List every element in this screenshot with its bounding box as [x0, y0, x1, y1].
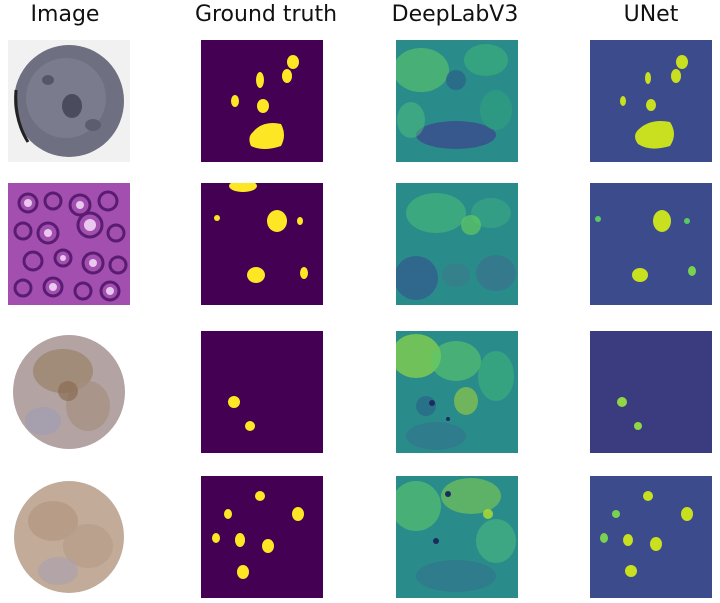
- column-title-ground-truth: Ground truth: [194, 2, 338, 27]
- unet-prediction-row-1: [590, 40, 712, 162]
- image-tile-row-3: [8, 331, 130, 453]
- ground-truth-mask-row-1: [201, 40, 323, 162]
- ground-truth-mask-row-3: [201, 331, 323, 453]
- column-title-deeplabv3: DeepLabV3: [391, 2, 519, 27]
- unet-prediction-row-3: [590, 331, 712, 453]
- unet-prediction-row-4: [590, 476, 712, 598]
- deeplabv3-prediction-row-2: [396, 183, 518, 305]
- deeplabv3-prediction-row-4: [396, 476, 518, 598]
- ground-truth-mask-row-4: [201, 476, 323, 598]
- unet-prediction-row-2: [590, 183, 712, 305]
- ground-truth-mask-row-2: [201, 183, 323, 305]
- image-tile-row-4: [8, 476, 130, 598]
- image-tile-row-2: [8, 183, 130, 305]
- deeplabv3-prediction-row-3: [396, 331, 518, 453]
- deeplabv3-prediction-row-1: [396, 40, 518, 162]
- column-title-unet: UNet: [623, 2, 679, 27]
- column-title-image: Image: [30, 2, 100, 27]
- image-tile-row-1: [8, 40, 130, 162]
